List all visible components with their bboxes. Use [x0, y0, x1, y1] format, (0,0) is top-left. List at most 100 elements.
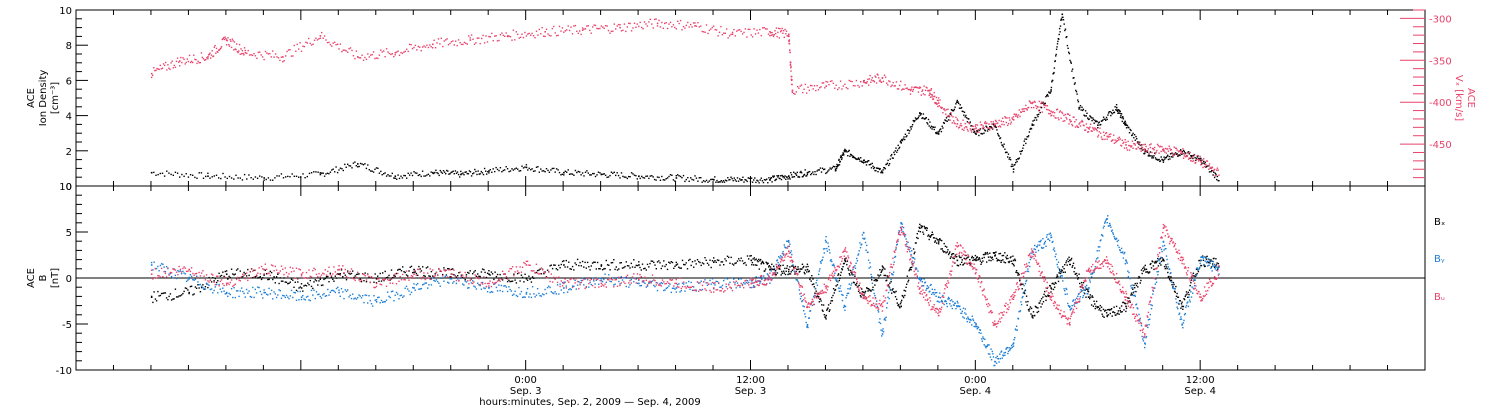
b-dot-1	[926, 285, 928, 287]
b-dot-1	[769, 282, 771, 284]
b-dot-1	[953, 304, 955, 306]
b-dot-1	[660, 282, 662, 284]
b-dot-1	[1000, 351, 1002, 353]
b-dot-1	[594, 283, 596, 285]
density-dot	[1123, 121, 1126, 123]
b-dot-0-point	[1162, 259, 1165, 262]
b-dot-0	[894, 296, 897, 298]
density-dot	[758, 182, 760, 184]
density-dot	[1088, 118, 1090, 120]
b-dot-0	[1029, 308, 1031, 310]
b-dot-1	[223, 290, 225, 292]
velocity-dot	[583, 28, 585, 30]
velocity-dot	[214, 44, 216, 47]
velocity-dot	[1125, 147, 1128, 149]
density-dot	[1199, 157, 1201, 160]
b-dot-1	[205, 282, 208, 284]
density-dot	[628, 175, 630, 178]
b-dot-1	[267, 294, 269, 296]
b-dot-1	[957, 302, 959, 304]
b-dot-1	[991, 350, 993, 353]
density-dot	[381, 174, 383, 176]
b-dot-0	[448, 268, 450, 270]
b-dot-1	[222, 287, 224, 289]
b-dot-0	[809, 278, 811, 281]
density-dot	[840, 158, 843, 161]
velocity-dot	[876, 73, 878, 75]
velocity-dot	[632, 27, 634, 29]
b-dot-1	[1139, 317, 1141, 320]
velocity-dot	[1211, 166, 1214, 168]
velocity-dot	[1142, 149, 1144, 151]
velocity-dot	[347, 51, 349, 53]
velocity-dot	[1076, 125, 1078, 127]
b-dot-1	[1064, 290, 1066, 292]
density-dot	[1150, 155, 1152, 157]
b-dot-0	[748, 258, 750, 260]
b-dot-0	[910, 269, 912, 271]
b-dot-1	[459, 277, 461, 279]
b-dot-1	[690, 281, 692, 284]
velocity-dot	[328, 41, 330, 44]
b-dot-1	[1117, 239, 1120, 242]
b-dot-1	[826, 247, 828, 250]
b-dot-0	[415, 272, 418, 275]
density-dot	[1061, 19, 1063, 21]
velocity-dot-point	[1012, 119, 1015, 121]
b-dot-1	[1174, 288, 1176, 290]
b-dot-0-point	[1106, 314, 1109, 317]
b-dot-0	[886, 279, 888, 281]
b-dot-0	[559, 267, 561, 269]
density-dot	[675, 175, 677, 177]
b-dot-1	[1183, 319, 1185, 322]
velocity-dot	[989, 127, 992, 129]
b-dot-1	[1029, 265, 1031, 268]
b-dot-1	[1085, 287, 1087, 289]
density-dot	[1080, 109, 1082, 111]
b-dot-1	[844, 309, 846, 311]
density-dot	[1120, 115, 1122, 117]
b-dot-0	[653, 261, 655, 264]
velocity-dot	[705, 24, 708, 26]
b-dot-0	[1123, 309, 1125, 311]
density-dot	[1128, 132, 1131, 134]
b-dot-1	[163, 266, 165, 268]
density-dot	[838, 158, 840, 161]
b-dot-1	[1168, 268, 1171, 270]
b-dot-1	[180, 273, 183, 275]
b-dot-0	[1047, 294, 1049, 296]
b-dot-1	[583, 284, 585, 286]
b-dot-0	[515, 282, 518, 284]
b-dot-0	[733, 264, 735, 266]
density-dot	[892, 157, 894, 159]
b-dot-0	[877, 274, 879, 276]
b-dot-0	[1102, 308, 1105, 311]
b-dot-0	[1205, 258, 1208, 260]
b-dot-0	[310, 285, 313, 288]
b-dot-0	[848, 273, 850, 275]
density-dot	[789, 178, 791, 180]
density-dot-point	[788, 175, 790, 177]
b-dot-0	[871, 288, 874, 291]
density-dot	[671, 174, 673, 176]
density-dot	[522, 167, 525, 169]
b-dot-0	[790, 271, 792, 273]
b-dot-0	[420, 270, 423, 272]
b-dot-0	[302, 290, 304, 292]
velocity-dot	[342, 49, 344, 51]
b-dot-0	[1055, 282, 1057, 285]
density-dot	[1067, 47, 1069, 49]
velocity-dot	[905, 87, 907, 90]
velocity-dot	[698, 26, 700, 28]
b-dot-1	[402, 296, 404, 298]
velocity-dot	[630, 30, 633, 32]
b-dot-1	[988, 344, 990, 346]
velocity-dot	[1030, 102, 1032, 104]
b-dot-0	[549, 265, 551, 267]
density-dot-point	[834, 168, 837, 170]
b-dot-0	[934, 240, 937, 242]
velocity-dot	[1038, 109, 1040, 112]
b-dot-1	[1105, 219, 1107, 221]
b-dot-1	[982, 336, 984, 338]
